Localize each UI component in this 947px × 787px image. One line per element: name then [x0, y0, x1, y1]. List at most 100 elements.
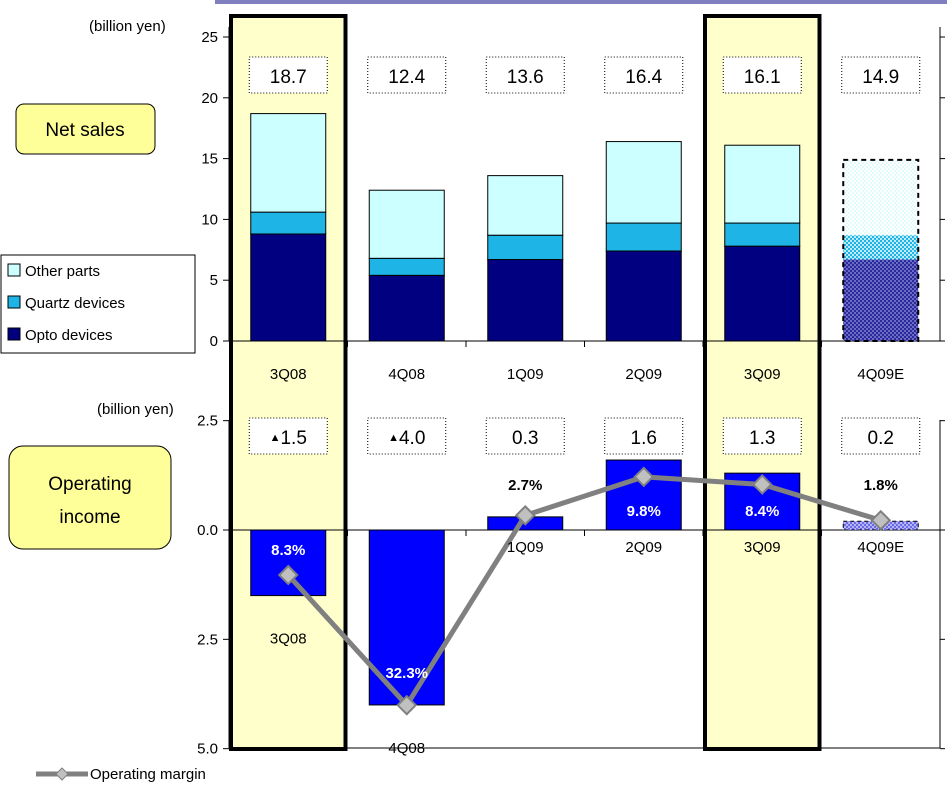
operating-income-category-label: 3Q08: [270, 631, 307, 648]
bars-layer: [250, 113, 920, 706]
operating-income-value-box-3Q08: [248, 417, 328, 455]
net-sales-y-tick-label: 25: [201, 29, 218, 46]
operating-margin-line: [286, 474, 882, 708]
highlight-column-3Q09: [703, 14, 822, 751]
operating-income-category-label: 4Q08: [388, 740, 425, 757]
net-sales-bar-other-parts-2Q09: [605, 141, 682, 224]
operating-margin-marker: [277, 564, 299, 586]
grid-layer: 0 5 10 15 20 25 2.5 0.0 2.5 5.0: [197, 27, 945, 758]
operating-margin-marker: [751, 474, 773, 495]
net-sales-bar-quartz-devices-4Q09E: [843, 235, 919, 260]
net-sales-unit-label: (billion yen): [89, 18, 166, 35]
net-sales-category-label: 4Q08: [388, 366, 425, 383]
operating-margin-legend: Operating margin: [36, 766, 206, 783]
net-sales-bar-opto-devices-2Q09: [605, 250, 682, 342]
operating-income-y-tick-label: 0.0: [197, 522, 218, 539]
legend-label: Quartz devices: [25, 295, 125, 312]
net-sales-title: Net sales: [45, 120, 124, 141]
net-sales-forecast-outline: [842, 158, 920, 342]
operating-income-y-tick-label: 2.5: [197, 413, 218, 430]
net-sales-callout: Net sales: [15, 103, 156, 155]
operating-income-value-label: ▲4.0: [388, 428, 425, 449]
operating-income-category-label: 1Q09: [507, 539, 544, 556]
operating-margin-label: 8.3%: [271, 542, 305, 559]
net-sales-bar-opto-devices-4Q08: [368, 274, 445, 342]
net-sales-total-label: 18.7: [270, 67, 307, 88]
net-sales-total-label: 16.1: [744, 67, 781, 88]
net-sales-y-tick-label: 5: [210, 272, 218, 289]
operating-income-category-label: 4Q09E: [857, 539, 904, 556]
operating-margin-label: 8.4%: [745, 503, 779, 520]
net-sales-total-label: 14.9: [862, 67, 899, 88]
net-sales-y-tick-label: 10: [201, 211, 218, 228]
legend-label: Other parts: [25, 263, 100, 280]
net-sales-bar-other-parts-4Q08: [368, 189, 445, 259]
operating-income-title-line1: Operating: [48, 474, 131, 495]
net-sales-bar-other-parts-1Q09: [487, 175, 564, 236]
net-sales-bar-quartz-devices-1Q09: [487, 234, 564, 261]
operating-margin-label: 9.8%: [627, 503, 661, 520]
legend-swatch-other-parts: [7, 263, 21, 277]
operating-income-value-label: 1.3: [749, 428, 775, 449]
operating-income-value-box-4Q09E: [841, 417, 921, 455]
net-sales-bar-quartz-devices-2Q09: [605, 222, 682, 252]
net-sales-y-tick-label: 15: [201, 151, 218, 168]
net-sales-y-tick-label: 0: [210, 333, 218, 350]
net-sales-bar-opto-devices-1Q09: [487, 259, 564, 342]
operating-income-category-label: 2Q09: [625, 539, 662, 556]
margin-line-layer: [277, 466, 892, 716]
operating-margin-label: 32.3%: [385, 665, 428, 682]
operating-margin-marker: [514, 504, 536, 526]
net-sales-category-label: 4Q09E: [857, 366, 904, 383]
net-sales-category-label: 3Q08: [270, 366, 307, 383]
operating-margin-label: 2.7%: [508, 477, 542, 494]
operating-income-title-line2: income: [59, 507, 120, 528]
operating-income-value-box-2Q09: [604, 417, 684, 455]
net-sales-bar-quartz-devices-4Q08: [368, 257, 445, 276]
net-sales-category-label: 2Q09: [625, 366, 662, 383]
legend-swatch-quartz-devices: [7, 295, 21, 309]
operating-income-bar-3Q08: [250, 529, 327, 597]
net-sales-bar-other-parts-4Q09E: [843, 159, 919, 236]
operating-margin-marker: [396, 694, 418, 716]
operating-margin-label: 1.8%: [864, 477, 898, 494]
net-sales-total-box-1Q09: [485, 56, 565, 94]
net-sales-bar-quartz-devices-3Q08: [250, 211, 327, 235]
net-sales-bar-opto-devices-3Q08: [250, 233, 327, 342]
net-sales-category-label: 3Q09: [744, 366, 781, 383]
operating-income-value-box-3Q09: [722, 417, 802, 455]
net-sales-total-box-2Q09: [604, 56, 684, 94]
operating-income-value-box-1Q09: [485, 417, 565, 455]
header-accent-line: [215, 0, 947, 4]
operating-margin-marker: [870, 509, 892, 531]
net-sales-total-label: 13.6: [507, 67, 544, 88]
operating-income-y-tick-label: 2.5: [197, 631, 218, 648]
operating-income-value-label: ▲1.5: [270, 428, 307, 449]
margin-legend-label: Operating margin: [90, 766, 206, 783]
net-sales-bar-opto-devices-3Q09: [724, 245, 801, 342]
net-sales-legend: Other parts Quartz devices Opto devices: [0, 254, 196, 354]
operating-margin-marker: [633, 466, 655, 488]
net-sales-bar-opto-devices-4Q09E: [843, 259, 919, 341]
operating-income-value-label: 1.6: [631, 428, 657, 449]
operating-income-value-label: 0.2: [868, 428, 894, 449]
net-sales-category-label: 1Q09: [507, 366, 544, 383]
net-sales-bar-other-parts-3Q08: [250, 113, 327, 213]
net-sales-y-tick-label: 20: [201, 90, 218, 107]
operating-income-unit-label: (billion yen): [97, 401, 174, 418]
legend-swatch-opto-devices: [7, 327, 21, 341]
margin-legend-marker: [55, 767, 69, 781]
net-sales-total-box-4Q09E: [841, 56, 921, 94]
operating-income-value-label: 0.3: [512, 428, 538, 449]
net-sales-bar-quartz-devices-3Q09: [724, 222, 801, 247]
net-sales-total-box-3Q09: [722, 56, 802, 94]
operating-income-callout: Operating income: [8, 445, 172, 550]
net-sales-total-box-3Q08: [248, 56, 328, 94]
legend-label: Opto devices: [25, 327, 113, 344]
labels-layer: 18.7 3Q08 12.4 4Q08 13.6 1Q09 16.4 2Q09 16.1 3Q09…: [248, 56, 921, 757]
operating-income-category-label: 3Q09: [744, 539, 781, 556]
net-sales-total-label: 16.4: [625, 67, 662, 88]
net-sales-total-box-4Q08: [367, 56, 447, 94]
operating-income-value-box-4Q08: [367, 417, 447, 455]
